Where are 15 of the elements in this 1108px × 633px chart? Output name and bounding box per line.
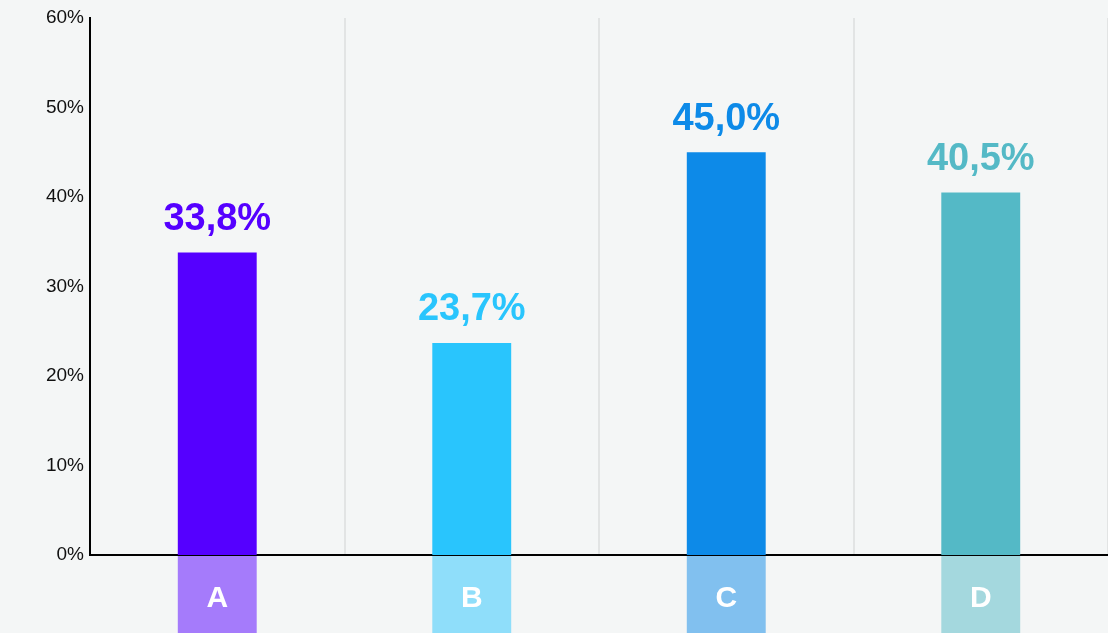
y-tick-label: 30% — [45, 274, 85, 296]
y-tick-label: 60% — [45, 6, 85, 28]
data-label: 23,7% — [417, 286, 526, 329]
data-label: 33,8% — [163, 195, 272, 238]
x-tick-label: D — [969, 580, 992, 614]
y-tick-label: 50% — [45, 95, 85, 117]
x-tick-label: C — [715, 580, 738, 614]
y-tick-label: 0% — [56, 543, 85, 565]
x-tick-label: B — [460, 580, 483, 614]
data-label: 40,5% — [926, 136, 1035, 179]
y-tick-label: 10% — [45, 453, 85, 475]
data-label: 45,0% — [672, 95, 781, 138]
x-tick-label: A — [206, 580, 229, 614]
y-tick-label: 20% — [45, 364, 85, 386]
y-tick-label: 40% — [45, 185, 85, 207]
